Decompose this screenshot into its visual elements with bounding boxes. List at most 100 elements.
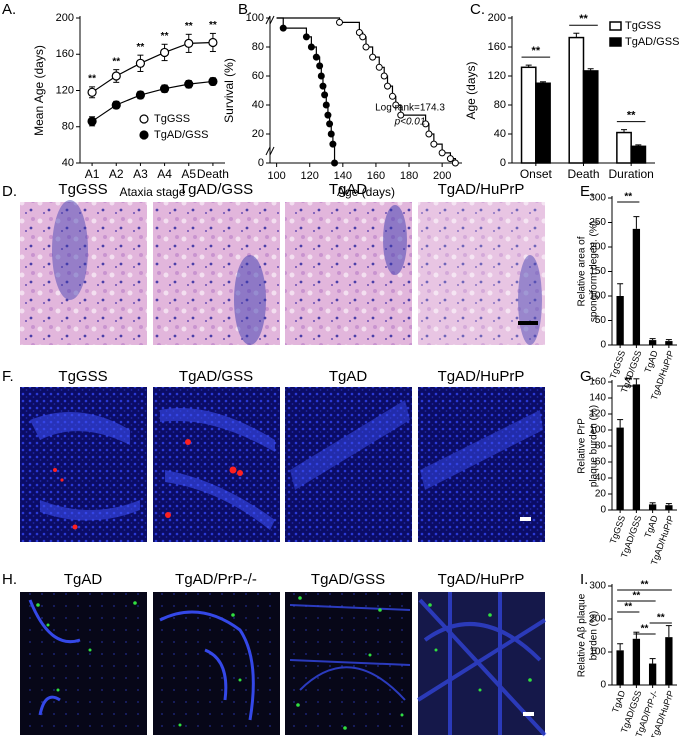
y-tick-label: 250 [589, 217, 606, 228]
data-point [159, 84, 170, 94]
legend-marker [139, 130, 149, 140]
data-point [184, 38, 194, 48]
y-tick-label: 140 [589, 393, 606, 404]
tissue-band [159, 610, 255, 721]
data-point [208, 37, 218, 48]
y-tick-label: 50 [595, 315, 607, 326]
panel-label: D. [2, 183, 17, 200]
significance: ** [632, 591, 640, 602]
data-point [438, 149, 446, 157]
bar [648, 504, 657, 510]
bar [616, 131, 632, 164]
plaque [237, 470, 243, 476]
data-point [208, 76, 218, 87]
y-axis-label: Survival (%) [222, 58, 236, 123]
scale-bar [520, 517, 531, 521]
axis-break [269, 146, 275, 156]
image-panel-f: F. TgGSS TgAD/GSS TgAD TgAD/HuPrP [2, 368, 545, 542]
tissue-band [518, 255, 542, 345]
y-tick-label: 300 [589, 581, 606, 592]
legend-label: TgAD/GSS [625, 36, 679, 48]
data-point [388, 92, 396, 100]
data-point [307, 43, 315, 51]
legend-label: TgGSS [154, 113, 190, 125]
plaques [36, 596, 532, 730]
legend-marker [609, 21, 622, 31]
x-tick-label: 120 [301, 170, 319, 182]
data-point [111, 71, 121, 81]
bar [582, 70, 599, 164]
panel-label: E. [580, 183, 594, 200]
data-point [326, 120, 334, 128]
bar [568, 36, 585, 164]
data-point [312, 53, 320, 61]
data-point [322, 101, 330, 109]
y-tick-label: 160 [56, 48, 74, 60]
y-tick-label: 200 [589, 242, 606, 253]
y-tick-label: 120 [488, 70, 506, 82]
significance: ** [641, 580, 649, 591]
y-axis-label: burden (%) [589, 611, 600, 660]
y-tick-label: 100 [589, 425, 606, 436]
data-point [324, 111, 332, 119]
image-label: TgGSS [58, 368, 107, 385]
x-tick-label: Duration [608, 167, 653, 181]
data-point [279, 24, 287, 32]
image-label: TgGSS [58, 181, 107, 198]
significance: ** [579, 13, 588, 25]
image-label: TgAD/GSS [179, 368, 253, 385]
legend-marker [139, 114, 149, 124]
plaque [60, 478, 64, 482]
data-point [451, 159, 459, 167]
data-point [111, 100, 121, 110]
tissue-band [416, 592, 547, 737]
x-tick-label: Death [197, 167, 229, 181]
plaque [72, 524, 78, 530]
y-tick-label: 80 [62, 121, 74, 133]
data-point [302, 33, 310, 41]
bar [665, 505, 673, 510]
data-point [135, 90, 146, 100]
y-axis-label: Relative area of [577, 236, 588, 306]
tissue-band [234, 255, 266, 345]
y-tick-label: 160 [589, 377, 606, 388]
significance: ** [624, 602, 632, 613]
bar [632, 638, 641, 685]
x-tick-label: A1 [85, 167, 100, 181]
y-tick-label: 200 [488, 12, 506, 24]
legend-label: TgAD/GSS [154, 129, 208, 141]
tissue-band [160, 408, 275, 530]
data-point [316, 62, 324, 70]
y-tick-label: 0 [500, 157, 506, 169]
scale-bar [518, 321, 538, 325]
annotation: p<0.01 [394, 117, 426, 128]
y-tick-label: 0 [600, 340, 606, 351]
bar [616, 296, 624, 345]
plaque [165, 512, 171, 518]
data-point [319, 82, 327, 90]
image-label: TgAD/GSS [179, 181, 253, 198]
x-tick-label: 180 [400, 170, 418, 182]
y-tick-label: 80 [252, 41, 264, 53]
y-tick-label: 0 [600, 680, 606, 691]
survival-curve [276, 17, 456, 163]
bar [616, 650, 624, 685]
y-tick-label: 200 [56, 12, 74, 24]
y-tick-label: 60 [595, 457, 607, 468]
data-point [359, 33, 367, 41]
x-tick-label: 100 [267, 170, 285, 182]
significance: ** [88, 74, 96, 85]
significance: ** [112, 56, 120, 67]
y-tick-label: 40 [62, 157, 74, 169]
data-point [87, 116, 97, 126]
y-axis-label: plaque burden (%) [589, 405, 600, 487]
data-point [397, 111, 405, 119]
x-tick-label: A4 [157, 167, 172, 181]
data-point [362, 43, 370, 51]
y-tick-label: 200 [589, 614, 606, 625]
y-tick-label: 100 [589, 291, 606, 302]
data-point [336, 18, 344, 26]
x-tick-label: 140 [334, 170, 352, 182]
bar [616, 427, 624, 510]
